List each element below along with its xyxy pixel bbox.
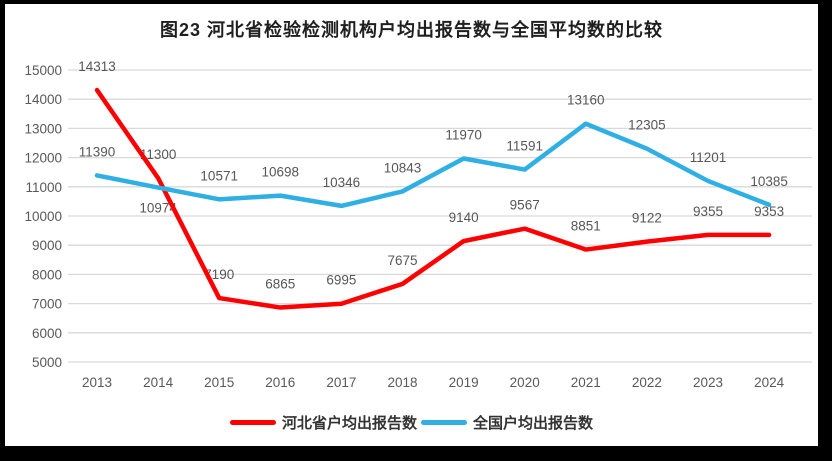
x-tick-label: 2018 [387, 375, 417, 390]
x-tick-label: 2016 [265, 375, 295, 390]
y-tick-label: 6000 [32, 326, 62, 341]
data-label: 11390 [79, 144, 116, 159]
national-line-swatch-icon [421, 420, 467, 425]
y-tick-label: 9000 [32, 238, 62, 253]
y-tick-label: 12000 [24, 151, 62, 166]
series-line-hebei [94, 87, 772, 310]
data-label: 11201 [690, 150, 727, 165]
data-label: 9140 [449, 210, 479, 225]
chart-canvas: 图23 河北省检验检测机构户均出报告数与全国平均数的比较 5000 6000 700… [5, 4, 818, 446]
data-label: 10698 [262, 165, 300, 180]
data-label: 11300 [140, 147, 177, 162]
chart-title: 图23 河北省检验检测机构户均出报告数与全国平均数的比较 [159, 20, 664, 40]
legend-label-hebei: 河北省户均出报告数 [281, 415, 417, 432]
x-tick-label: 2023 [693, 375, 723, 390]
data-label: 6865 [265, 277, 295, 292]
y-tick-label: 10000 [24, 209, 62, 224]
data-label: 12305 [628, 118, 666, 133]
x-tick-label: 2021 [571, 375, 601, 390]
x-tick-label: 2014 [143, 375, 174, 390]
hebei-line-swatch-icon [229, 420, 276, 425]
data-label: 9353 [754, 204, 784, 219]
data-label: 7675 [387, 253, 417, 268]
data-label: 6995 [326, 273, 356, 288]
y-tick-label: 15000 [24, 63, 62, 78]
data-label: 10571 [200, 168, 238, 183]
data-label: 11591 [506, 139, 543, 154]
y-tick-label: 14000 [24, 92, 62, 107]
data-label: 10346 [323, 175, 361, 190]
series-line-national [94, 121, 772, 209]
legend-item-national: 全国户均出报告数 [421, 412, 593, 433]
y-tick-label: 13000 [24, 121, 62, 136]
y-tick-label: 7000 [32, 297, 62, 312]
x-tick-label: 2022 [632, 375, 662, 390]
x-tick-label: 2024 [754, 375, 785, 390]
data-label: 13160 [567, 93, 605, 108]
data-label: 8851 [571, 219, 601, 234]
legend-label-national: 全国户均出报告数 [473, 415, 594, 432]
data-label: 9355 [693, 204, 723, 219]
data-label: 14313 [78, 59, 116, 74]
data-label: 10385 [750, 174, 788, 189]
line-chart: 5000 6000 7000 8000 9000 10000 11000 12000 13000… [24, 59, 812, 390]
data-label: 10974 [139, 201, 177, 216]
x-tick-label: 2017 [326, 375, 356, 390]
chart-legend: 河北省户均出报告数 全国户均出报告数 [5, 412, 818, 433]
y-tick-label: 5000 [32, 355, 62, 370]
data-label: 7190 [204, 267, 234, 282]
data-label: 11970 [445, 127, 482, 142]
data-label: 9122 [632, 211, 662, 226]
legend-item-hebei: 河北省户均出报告数 [229, 412, 417, 433]
x-tick-label: 2019 [449, 375, 479, 390]
data-label: 9567 [510, 198, 540, 213]
x-tick-label: 2015 [204, 375, 234, 390]
data-label: 10843 [384, 160, 422, 175]
x-tick-label: 2013 [82, 375, 112, 390]
x-tick-label: 2020 [510, 375, 540, 390]
y-tick-label: 8000 [32, 267, 62, 282]
y-tick-label: 11000 [25, 180, 62, 195]
